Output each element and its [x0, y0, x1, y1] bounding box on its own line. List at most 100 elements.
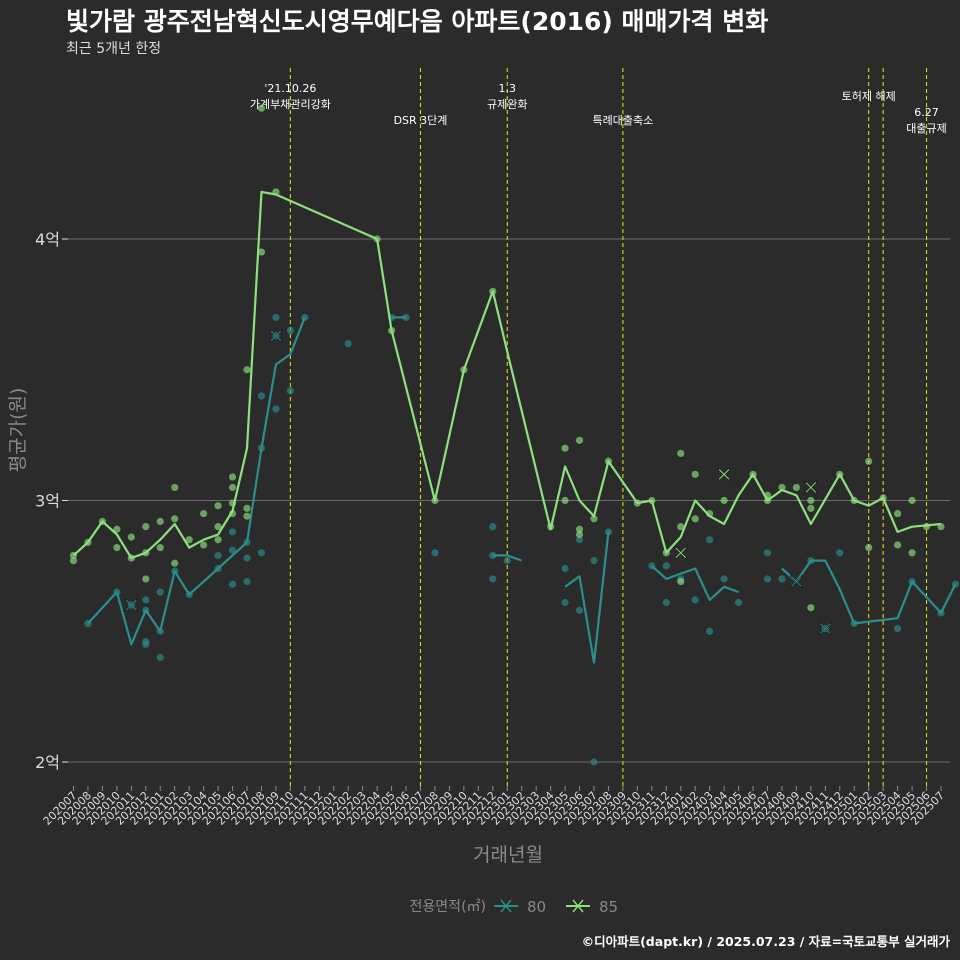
series-line [87, 316, 306, 646]
data-point [156, 588, 164, 596]
data-point [691, 470, 699, 478]
data-point [142, 596, 150, 604]
data-point [286, 326, 294, 335]
data-point [214, 523, 222, 531]
data-point [243, 577, 251, 586]
data-point [908, 496, 916, 505]
cross-marker [269, 329, 283, 343]
event-label: 특례대출축소 [593, 114, 654, 127]
legend-key-80 [494, 899, 518, 913]
data-point [590, 557, 598, 565]
grid-layer [68, 238, 950, 763]
cross-marker [124, 598, 138, 612]
cross-stroke [819, 623, 831, 634]
cross-stroke [718, 468, 730, 480]
data-point [69, 557, 78, 565]
data-point [865, 543, 873, 552]
legend-cross [500, 899, 512, 913]
data-point [590, 515, 598, 523]
data-point [286, 387, 294, 395]
data-point [575, 536, 584, 544]
data-point [489, 523, 497, 531]
data-point [214, 502, 222, 510]
series-line [564, 531, 610, 664]
chart-subtitle: 최근 5개년 한정 [66, 41, 162, 57]
data-point [575, 606, 584, 614]
series-80 [84, 313, 960, 766]
data-point [575, 436, 584, 444]
data-point [894, 509, 902, 518]
legend-label: 80 [527, 898, 546, 916]
data-point [763, 549, 772, 557]
event-label: '21.10.26 [264, 82, 316, 95]
event-label: 규제완화 [487, 98, 527, 111]
data-point [778, 483, 786, 492]
data-point [865, 457, 873, 465]
data-point [894, 625, 902, 633]
cross-stroke [270, 330, 282, 342]
y-tick-label: 4억 [35, 230, 60, 249]
data-point [677, 523, 685, 531]
series-line [72, 190, 942, 560]
data-point [257, 549, 266, 557]
data-point [575, 525, 584, 533]
event-label: 토허제 해제 [842, 89, 896, 103]
series-line [492, 554, 523, 562]
data-point [228, 483, 237, 492]
data-point [706, 536, 714, 544]
data-point [243, 554, 251, 562]
data-point [272, 405, 280, 413]
cross-marker [674, 546, 688, 560]
axis-layer: 2억3억4억2020072020082020092020102020112020… [7, 230, 947, 866]
data-point [431, 549, 439, 557]
data-point [691, 596, 699, 604]
series-85 [69, 104, 945, 612]
data-point [489, 551, 497, 560]
data-point [228, 546, 237, 554]
legend-label: 85 [599, 898, 618, 916]
data-point [257, 248, 266, 256]
cross-marker [717, 467, 731, 481]
data-point [127, 533, 135, 541]
series-line [781, 559, 957, 625]
data-point [590, 758, 598, 766]
data-point [257, 104, 266, 112]
data-point [156, 517, 164, 526]
data-point [604, 528, 613, 536]
data-point [142, 575, 150, 583]
event-label: DSR 3단계 [394, 114, 448, 127]
data-point [720, 575, 728, 583]
data-point [243, 512, 251, 520]
data-point [720, 496, 728, 505]
data-point [778, 575, 786, 583]
event-label: 6.27 [914, 106, 939, 119]
data-point [706, 627, 714, 635]
data-point [272, 313, 280, 322]
series-line [651, 565, 739, 602]
data-point [214, 536, 222, 544]
data-point [156, 653, 164, 662]
data-point [489, 575, 497, 583]
cross-stroke [675, 547, 687, 559]
data-point [677, 577, 685, 586]
data-point [402, 313, 410, 322]
series-layer [69, 104, 960, 766]
data-point [214, 551, 222, 560]
data-point [243, 504, 251, 512]
cross-marker [818, 622, 832, 636]
data-point [807, 604, 815, 612]
event-label: 1.3 [498, 82, 516, 95]
data-point [228, 528, 237, 536]
data-point [894, 541, 902, 549]
data-point [156, 543, 164, 552]
data-point [113, 525, 121, 533]
data-point [575, 530, 584, 539]
data-point [503, 557, 511, 565]
data-point [228, 580, 237, 588]
y-axis-title: 평균가(원) [7, 388, 29, 473]
data-point [561, 496, 569, 505]
legend-title: 전용면적(㎡) [410, 899, 486, 915]
data-point [243, 366, 251, 374]
